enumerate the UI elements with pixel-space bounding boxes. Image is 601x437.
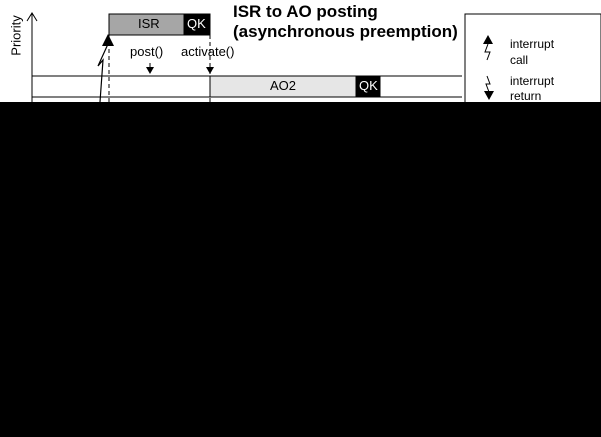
- activate-call-label: activate(): [181, 44, 235, 59]
- legend-interrupt-return-label-line2: return: [510, 89, 542, 102]
- legend-interrupt-return-label-line1: interrupt: [510, 74, 555, 88]
- ao2-label: AO2: [270, 78, 297, 93]
- legend-interrupt-call-label-line1: interrupt: [510, 37, 555, 51]
- interrupt-call-arrow: [97, 43, 109, 102]
- post-arrowhead: [146, 67, 154, 74]
- diagram-title-line2: (asynchronous preemption): [233, 22, 458, 41]
- diagram-graphics: [26, 12, 601, 102]
- isr-qk-block: [183, 13, 211, 36]
- legend-interrupt-call-label-line2: call: [510, 53, 529, 67]
- priority-axis-label: Priority: [8, 15, 24, 56]
- legend-interrupt-call-tail: [484, 43, 491, 61]
- isr-qk-label: QK: [187, 16, 206, 31]
- activate-arrowhead: [206, 67, 214, 74]
- isr-label: ISR: [138, 16, 160, 31]
- obscured-region: [0, 102, 601, 437]
- legend-interrupt-call-icon: [483, 35, 493, 44]
- post-call-label: post(): [130, 44, 164, 59]
- legend-interrupt-return-icon: [484, 91, 494, 100]
- ao2-qk-label: QK: [359, 78, 378, 93]
- legend-interrupt-return-tail: [485, 75, 491, 93]
- ao2-qk-block: [355, 75, 381, 98]
- interrupt-call-arrowhead: [102, 34, 114, 46]
- timing-diagram: ISR to AO posting (asynchronous preempti…: [0, 0, 601, 102]
- priority-axis-arrow: [26, 12, 38, 22]
- diagram-title-line1: ISR to AO posting: [233, 2, 378, 21]
